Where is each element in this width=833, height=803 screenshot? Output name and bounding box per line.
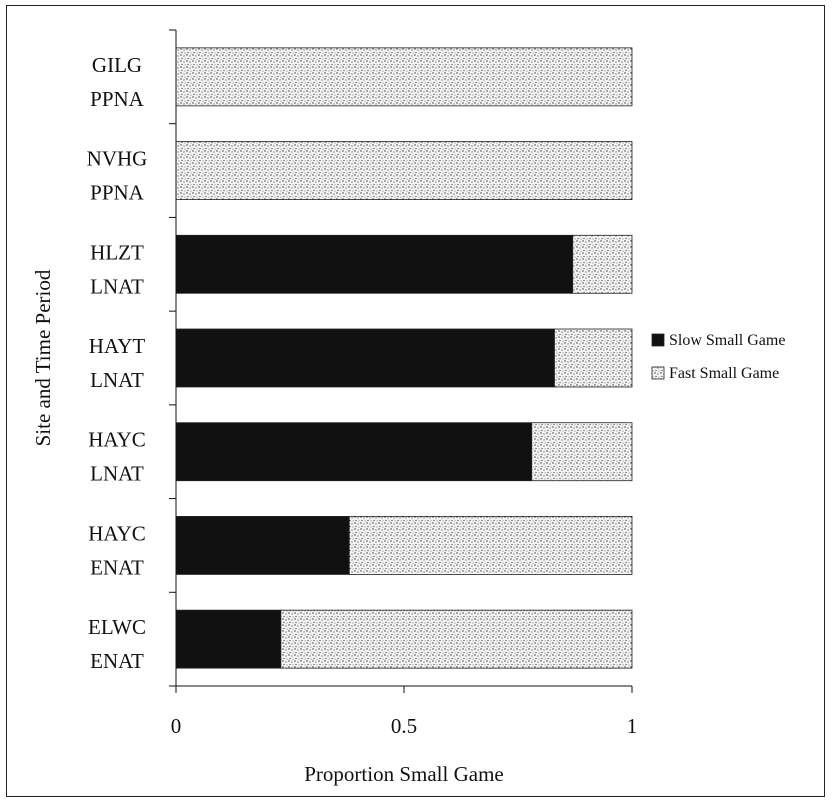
legend-label-fast-small-game: Fast Small Game: [669, 365, 779, 382]
category-label-period: LNAT: [90, 274, 144, 298]
category-label-period: PPNA: [90, 181, 145, 205]
bar-fast-small-game-6: [280, 609, 633, 669]
bar-fast-small-game-0: [175, 47, 633, 107]
x-axis-title: Proportion Small Game: [304, 762, 503, 786]
bar-fast-small-game-2: [572, 234, 633, 294]
category-label-site: NVHG: [87, 147, 148, 171]
bar-slow-small-game-6: [175, 609, 282, 669]
category-label-period: LNAT: [90, 368, 144, 392]
x-tick-label: 0.5: [391, 714, 417, 738]
legend-label-slow-small-game: Slow Small Game: [669, 332, 785, 349]
category-label-site: GILG: [92, 53, 142, 77]
category-label-period: PPNA: [90, 87, 145, 111]
bar-slow-small-game-5: [175, 516, 350, 575]
category-label-period: LNAT: [90, 462, 144, 486]
x-tick-label: 0: [171, 714, 182, 738]
legend-swatch-slow-small-game: [651, 333, 665, 347]
x-tick-label: 1: [627, 714, 638, 738]
category-label-period: ENAT: [90, 555, 144, 579]
bar-slow-small-game-4: [175, 422, 533, 482]
bar-fast-small-game-5: [348, 516, 633, 575]
category-label-period: ENAT: [90, 649, 144, 673]
category-label-site: HAYC: [88, 428, 146, 452]
category-label-site: ELWC: [88, 615, 146, 639]
bar-fast-small-game-1: [175, 141, 633, 200]
y-axis-title: Site and Time Period: [31, 269, 55, 446]
bar-slow-small-game-3: [175, 328, 555, 388]
category-label-site: HAYT: [89, 334, 146, 358]
category-label-site: HLZT: [90, 240, 144, 264]
bar-fast-small-game-4: [531, 422, 633, 482]
category-label-site: HAYC: [88, 521, 146, 545]
legend-swatch-fast-small-game: [651, 366, 665, 380]
bar-slow-small-game-2: [175, 234, 574, 294]
bar-fast-small-game-3: [554, 328, 633, 388]
